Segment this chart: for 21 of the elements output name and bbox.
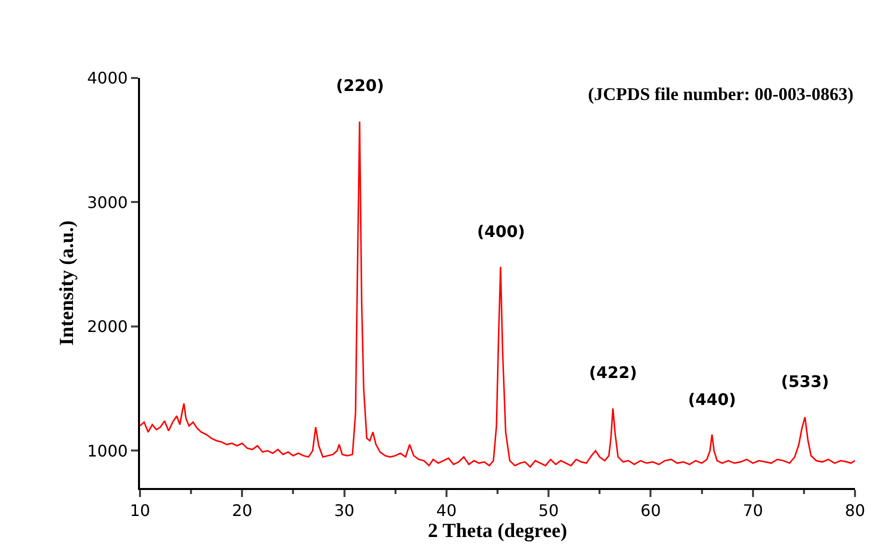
y-tick-label: 3000 <box>87 192 128 212</box>
y-tick-label: 4000 <box>87 68 128 88</box>
annotation: (400) <box>477 222 526 241</box>
annotation: (533) <box>781 372 830 391</box>
annotation: (422) <box>589 363 638 382</box>
x-tick-label: 30 <box>334 501 354 520</box>
y-tick-label: 1000 <box>87 441 128 460</box>
annotation: (440) <box>688 390 736 409</box>
x-tick-label: 50 <box>538 501 559 520</box>
x-axis-title: 2 Theta (degree) <box>428 520 568 542</box>
annotation: (220) <box>336 76 384 95</box>
y-axis-title: Intensity (a.u.) <box>56 220 78 346</box>
x-tick-label: 20 <box>232 501 252 520</box>
x-tick-label: 10 <box>130 501 150 520</box>
x-tick-label: 60 <box>640 501 661 520</box>
annotation: (JCPDS file number: 00-003-0863) <box>588 84 854 104</box>
x-tick-label: 70 <box>742 501 764 520</box>
line-series <box>140 120 855 468</box>
x-tick-label: 40 <box>436 501 457 520</box>
y-tick-label: 2000 <box>87 317 128 336</box>
x-tick-label: 80 <box>844 501 866 520</box>
